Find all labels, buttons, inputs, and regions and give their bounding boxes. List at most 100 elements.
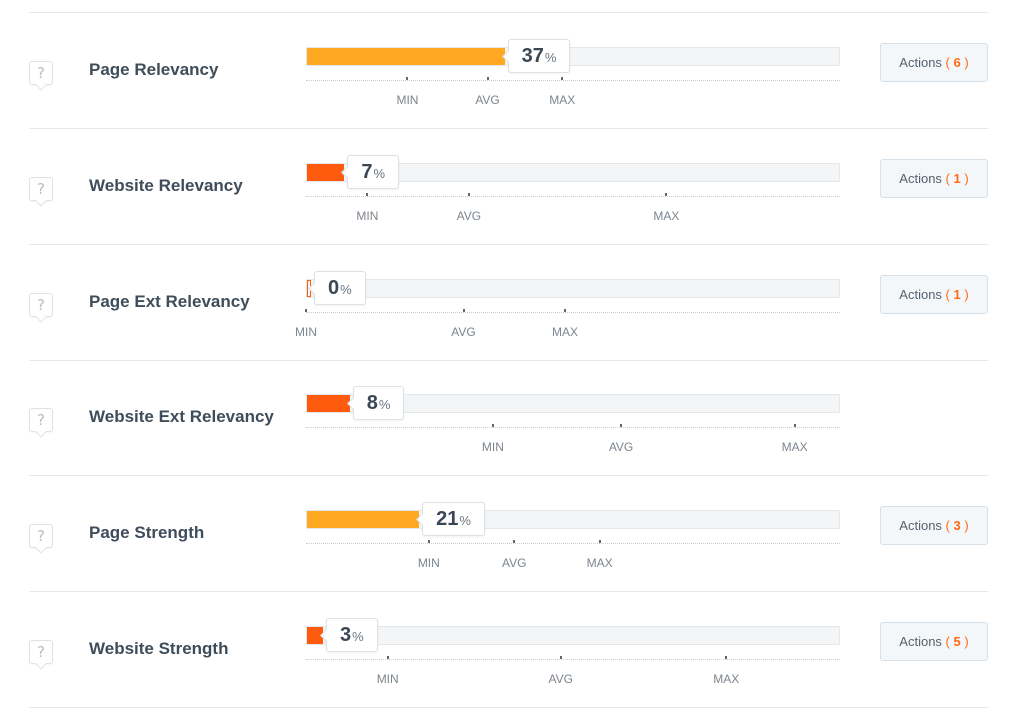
- help-icon[interactable]: ?: [29, 176, 53, 201]
- actions-paren-close: ): [960, 286, 969, 302]
- actions-label: Actions: [899, 286, 942, 302]
- actions-count: 6: [953, 55, 961, 70]
- percent-bubble: 21%: [422, 502, 485, 537]
- scale-label-avg: AVG: [456, 208, 482, 223]
- progress-fill: [307, 511, 420, 529]
- metric-label: Page Ext Relevancy: [89, 291, 250, 311]
- help-icon[interactable]: ?: [29, 524, 53, 549]
- top-divider: [29, 12, 988, 13]
- scale-tick-min: [366, 192, 369, 196]
- scale-label-max: MAX: [549, 93, 576, 107]
- scale-label-max: MAX: [586, 556, 613, 571]
- scale-tick-avg: [559, 656, 562, 659]
- percent-value: 3: [340, 624, 352, 646]
- help-icon[interactable]: ?: [29, 408, 53, 433]
- scale-tick-max: [561, 77, 564, 80]
- metric-label: Website Relevancy: [89, 175, 243, 195]
- actions-label: Actions: [899, 170, 942, 186]
- help-icon[interactable]: ?: [29, 292, 53, 317]
- actions-count: 5: [953, 634, 961, 649]
- scale-tick-max: [665, 192, 668, 196]
- actions-count: 1: [953, 286, 961, 302]
- scale-label-avg: AVG: [548, 672, 573, 686]
- scale-tick-max: [563, 308, 566, 312]
- actions-button[interactable]: Actions ( 5 ): [880, 622, 988, 661]
- scale-label-max: MAX: [781, 440, 808, 455]
- scale-label-avg: AVG: [451, 324, 476, 339]
- metric-row: ? Page Strength 21% MIN AVG MAX Actions ( 3 ): [0, 476, 1024, 593]
- metric-row: ? Website Relevancy 7% MIN AVG MAX Actions ( 1…: [0, 129, 1024, 245]
- actions-paren-close: ): [960, 518, 969, 534]
- percent-value: 37: [521, 45, 544, 67]
- scale-line: [306, 80, 840, 81]
- scale-tick-max: [598, 540, 601, 544]
- progress-fill: [307, 48, 505, 65]
- actions-button[interactable]: Actions ( 6 ): [880, 43, 988, 82]
- scale-tick-min: [386, 656, 389, 659]
- actions-paren-open: (: [941, 55, 954, 70]
- actions-count: 1: [953, 170, 961, 186]
- scale-line: [306, 195, 840, 197]
- scale-tick-avg: [620, 424, 623, 428]
- help-icon[interactable]: ?: [29, 61, 53, 85]
- scale-tick-min: [406, 77, 409, 80]
- help-icon[interactable]: ?: [29, 640, 53, 664]
- actions-label: Actions: [899, 634, 942, 649]
- scale-label-avg: AVG: [475, 93, 500, 107]
- scale-tick-avg: [513, 540, 516, 544]
- progress-fill: [307, 163, 345, 181]
- scale-line: [306, 427, 840, 429]
- percent-sign: %: [378, 397, 391, 413]
- scale-line: [306, 311, 840, 313]
- actions-button[interactable]: Actions ( 1 ): [880, 158, 988, 198]
- scale-label-max: MAX: [713, 672, 740, 686]
- actions-label: Actions: [899, 518, 942, 534]
- row-divider: [29, 128, 988, 129]
- metric-label: Website Strength: [89, 639, 229, 658]
- actions-paren-open: (: [941, 286, 954, 302]
- scale-label-avg: AVG: [502, 556, 527, 571]
- actions-label: Actions: [899, 55, 942, 70]
- metric-label: Page Strength: [89, 523, 205, 543]
- scale-label-min: MIN: [295, 324, 317, 339]
- percent-value: 8: [366, 392, 378, 415]
- progress-fill: [307, 395, 350, 413]
- scale-label-min: MIN: [417, 556, 440, 571]
- scale-tick-avg: [467, 192, 470, 196]
- percent-sign: %: [340, 281, 352, 297]
- progress-track: [306, 510, 840, 530]
- scale-line: [306, 659, 840, 660]
- actions-paren-close: ): [960, 170, 969, 186]
- metric-label: Page Relevancy: [89, 60, 219, 79]
- percent-sign: %: [459, 513, 471, 529]
- actions-paren-open: (: [941, 170, 954, 186]
- scale-label-avg: AVG: [608, 440, 634, 455]
- percent-sign: %: [544, 50, 557, 65]
- row-divider: [29, 707, 988, 708]
- progress-track: [306, 162, 840, 182]
- scale-label-min: MIN: [356, 208, 379, 223]
- progress-track: [306, 278, 840, 298]
- scale-tick-min: [427, 540, 430, 544]
- metric-row: ? Page Ext Relevancy 0% MIN AVG MAX Actions ( …: [0, 245, 1024, 361]
- percent-sign: %: [373, 165, 386, 181]
- scale-label-max: MAX: [551, 324, 578, 339]
- percent-sign: %: [352, 629, 364, 644]
- row-divider: [29, 591, 988, 593]
- scale-tick-avg: [486, 77, 489, 80]
- progress-track: [306, 394, 840, 414]
- actions-paren-open: (: [941, 634, 954, 649]
- row-divider: [29, 359, 988, 361]
- scale-label-min: MIN: [396, 93, 419, 107]
- percent-bubble: 3%: [326, 618, 378, 652]
- percent-value: 21: [436, 508, 459, 531]
- progress-track: [306, 626, 840, 645]
- progress-track: [306, 47, 840, 66]
- actions-button[interactable]: Actions ( 3 ): [880, 506, 988, 546]
- scale-tick-min: [305, 308, 307, 312]
- percent-value: 0: [328, 276, 340, 299]
- percent-bubble: 37%: [507, 39, 571, 73]
- actions-button[interactable]: Actions ( 1 ): [880, 274, 988, 314]
- scale-label-min: MIN: [481, 440, 504, 455]
- metric-row: ? Website Ext Relevancy 8% MIN AVG MAX: [0, 360, 1024, 477]
